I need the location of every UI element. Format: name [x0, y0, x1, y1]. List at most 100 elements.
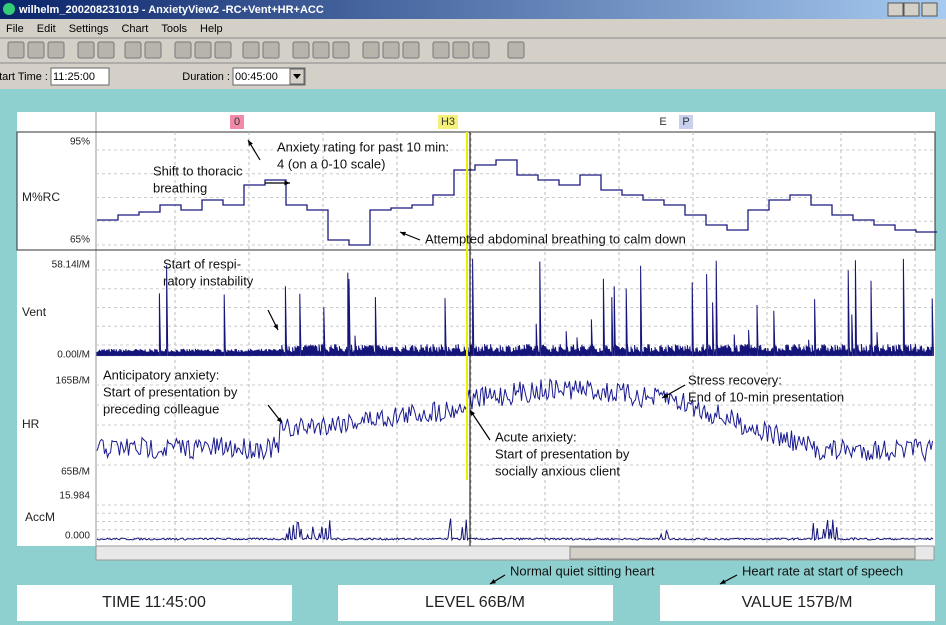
duration-field[interactable]: [232, 67, 306, 86]
marker-box: [438, 115, 458, 129]
hr-trace: [96, 378, 933, 463]
axis-bottom-label: 0.00l/M: [57, 350, 90, 361]
toolbar-button[interactable]: [507, 41, 525, 59]
start-time-value: 11:25:00: [53, 71, 95, 83]
toolbar-button[interactable]: [7, 41, 25, 59]
window-title: wilhelm_200208231019 - AnxietyView2 -RC+…: [18, 4, 324, 16]
arrow-head: [248, 140, 253, 146]
panel-name: Vent: [22, 305, 47, 319]
window-buttons: [887, 2, 938, 17]
panel-name: AccM: [25, 510, 55, 524]
scroll-thumb[interactable]: [569, 546, 916, 560]
annotation: preceding colleague: [103, 401, 219, 416]
status-text: VALUE 157B/M: [742, 594, 853, 611]
marker-label: E: [659, 116, 666, 128]
annotation: ratory instability: [163, 273, 254, 288]
toolbar-button[interactable]: [97, 41, 115, 59]
title-bar: [0, 0, 946, 19]
status-box: [660, 585, 935, 621]
arrow: [469, 409, 491, 441]
marker-box: [679, 115, 693, 129]
axis-bottom-label: 65%: [70, 235, 90, 246]
toolbar-button[interactable]: [472, 41, 490, 59]
marker-label: H3: [441, 116, 455, 128]
axis-top-label: 15.984: [59, 491, 90, 502]
menu-item[interactable]: Settings: [69, 23, 109, 35]
start-time-label: Start Time :: [0, 71, 48, 83]
annotation: Anticipatory anxiety:: [103, 367, 219, 382]
toolbar-button[interactable]: [144, 41, 162, 59]
toolbar-button[interactable]: [402, 41, 420, 59]
status-text: TIME 11:45:00: [102, 594, 206, 611]
rc-panel-box: [16, 131, 936, 251]
toolbar-button[interactable]: [242, 41, 260, 59]
maximize-button[interactable]: [903, 2, 920, 17]
toolbar-button[interactable]: [124, 41, 142, 59]
toolbar-button[interactable]: [362, 41, 380, 59]
toolbar-button[interactable]: [77, 41, 95, 59]
annotation: breathing: [153, 180, 207, 195]
annotation: socially anxious client: [495, 463, 620, 478]
toolbar-button[interactable]: [262, 41, 280, 59]
close-button[interactable]: [921, 2, 938, 17]
toolbar-button[interactable]: [194, 41, 212, 59]
menu-item[interactable]: Help: [200, 23, 223, 35]
arrow-head: [470, 410, 476, 416]
panel-name: HR: [22, 417, 40, 431]
annotation: End of 10-min presentation: [688, 389, 844, 404]
dropdown-arrow: [293, 74, 301, 79]
annotation: Start of respi-: [163, 256, 241, 271]
acc-trace: [96, 518, 934, 542]
duration-label: Duration :: [182, 71, 230, 83]
menu-item[interactable]: File: [6, 23, 24, 35]
start-time-field[interactable]: [50, 67, 110, 86]
toolbar-button[interactable]: [292, 41, 310, 59]
toolbar-button[interactable]: [332, 41, 350, 59]
marker-label: P: [682, 116, 689, 128]
arrow-head: [720, 579, 726, 584]
toolbar-button[interactable]: [174, 41, 192, 59]
annotation: Start of presentation by: [103, 384, 238, 399]
annotation: Normal quiet sitting heart: [510, 563, 655, 578]
menu-item[interactable]: Tools: [161, 23, 187, 35]
annotation: Stress recovery:: [688, 372, 782, 387]
vent-trace: [96, 258, 934, 357]
status-box: [17, 585, 292, 621]
axis-bottom-label: 0.000: [65, 531, 90, 542]
annotation: Shift to thoracic: [153, 163, 243, 178]
minimize-button[interactable]: [887, 2, 904, 17]
annotation: Heart rate at start of speech: [742, 563, 903, 578]
arrow-head: [276, 417, 282, 423]
rc-trace: [97, 159, 937, 246]
menu-item[interactable]: Edit: [37, 23, 56, 35]
menu-item[interactable]: Chart: [121, 23, 148, 35]
axis-top-label: 58.14l/M: [52, 260, 90, 271]
status-text: LEVEL 66B/M: [425, 594, 525, 611]
status-box: [338, 585, 613, 621]
panel-name: M%RC: [22, 190, 60, 204]
arrow-head: [400, 231, 406, 237]
arrow-head: [273, 324, 278, 330]
duration-value: 00:45:00: [235, 71, 278, 83]
toolbar-button[interactable]: [312, 41, 330, 59]
toolbar-button[interactable]: [452, 41, 470, 59]
axis-top-label: 95%: [70, 137, 90, 148]
axis-top-label: 165B/M: [56, 376, 90, 387]
toolbar-button[interactable]: [214, 41, 232, 59]
annotation: Start of presentation by: [495, 446, 630, 461]
toolbar-button[interactable]: [27, 41, 45, 59]
annotation: 4 (on a 0-10 scale): [277, 156, 385, 171]
toolbar-button[interactable]: [432, 41, 450, 59]
app-icon: [3, 3, 15, 15]
toolbar-button[interactable]: [47, 41, 65, 59]
axis-bottom-label: 65B/M: [61, 467, 90, 478]
arrow-head: [662, 393, 668, 398]
annotation: Attempted abdominal breathing to calm do…: [425, 231, 686, 246]
annotation: Anxiety rating for past 10 min:: [277, 139, 449, 154]
annotation: Acute anxiety:: [495, 429, 577, 444]
marker-label: 0: [234, 116, 240, 128]
toolbar-button[interactable]: [382, 41, 400, 59]
marker-box: [230, 115, 244, 129]
